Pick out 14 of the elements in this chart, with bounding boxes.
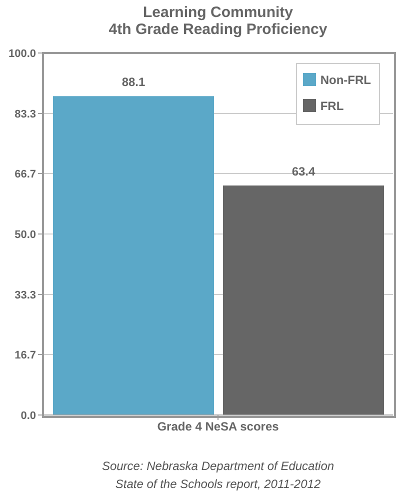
data-label: 63.4: [292, 164, 316, 178]
y-tick-label: 33.3: [14, 289, 36, 302]
x-tick-label: Grade 4 NeSA scores: [157, 420, 280, 434]
y-tick-label: 50.0: [14, 228, 36, 241]
data-label: 88.1: [122, 75, 146, 90]
y-tick-label: 16.7: [14, 349, 36, 362]
y-tick-label: 66.7: [14, 168, 36, 180]
y-tick-label: 83.3: [14, 108, 36, 120]
legend-label: Non-FRL: [320, 73, 371, 87]
chart-title: Learning Community 4th Grade Reading Proficiency: [108, 4, 328, 38]
y-tick-label: 0.0: [20, 410, 36, 422]
legend-label: FRL: [320, 99, 344, 113]
y-tick-label: 100.0: [8, 48, 36, 60]
source-note: Source: Nebraska Department of Education State of the Schools report, 2011-2012: [100, 458, 336, 493]
